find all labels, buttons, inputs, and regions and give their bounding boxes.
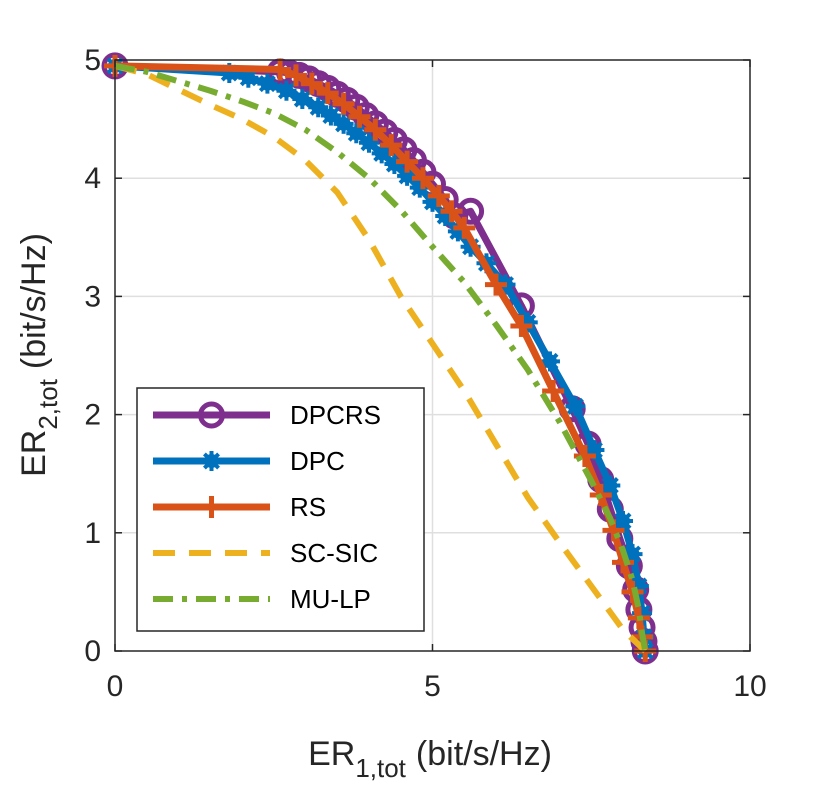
legend-marker-dpc-ray	[203, 452, 220, 470]
legend-entry-dpc: DPC	[153, 446, 345, 476]
data-point-dpc-ray	[277, 82, 295, 100]
legend-label-sc-sic: SC-SIC	[290, 538, 378, 568]
data-point-dpc-ray	[335, 115, 353, 133]
ticks: 0 5 10 0 1 2 3 4 5	[84, 44, 766, 703]
data-point-dpc-ray	[566, 397, 584, 415]
data-point-dpc	[539, 351, 560, 372]
data-point-rs	[380, 134, 403, 157]
data-point-dpc-ray	[239, 69, 257, 87]
legend-label-rs: RS	[290, 492, 326, 522]
data-point-dpc-ray	[322, 107, 340, 125]
series-line-mu-lp	[114, 62, 649, 652]
data-point-rs	[364, 118, 387, 141]
legend-entry-sc-sic: SC-SIC	[153, 538, 378, 568]
data-point-dpc-ray	[601, 477, 619, 495]
series-rs	[104, 54, 657, 662]
data-point-dpc-ray	[541, 352, 559, 370]
series-layer	[101, 52, 659, 665]
legend-marker-dpc	[201, 451, 222, 471]
data-point-rs	[440, 200, 463, 223]
data-point-rs	[348, 105, 371, 128]
grid	[115, 60, 750, 651]
data-point-dpc-ray	[373, 144, 391, 162]
legend-entry-mu-lp: MU-LP	[153, 584, 371, 614]
data-point-dpc	[613, 510, 633, 531]
data-point-dpc	[320, 105, 341, 126]
y-tick-label: 5	[84, 44, 101, 77]
x-axis-label-subscript: 1,tot	[355, 753, 406, 783]
y-axis-label-subscript: 2,tot	[33, 378, 63, 429]
data-point-dpc	[308, 97, 329, 118]
legend-entry-dpcrs: DPCRS	[153, 400, 381, 430]
data-point-rs	[427, 184, 450, 207]
data-point-rs	[485, 273, 507, 296]
legend-entry-rs: RS	[153, 492, 326, 522]
legend-marker-dpcrs	[198, 401, 225, 429]
legend-label-dpcrs: DPCRS	[290, 400, 381, 430]
x-tick-label: 5	[424, 670, 441, 703]
data-point-rs	[300, 72, 323, 95]
data-point-dpc	[600, 475, 621, 496]
data-point-dpc-ray	[614, 512, 632, 530]
y-tick-label: 2	[84, 399, 101, 432]
y-tick-label: 4	[84, 162, 101, 195]
data-point-dpc	[333, 113, 354, 134]
x-axis-label-main: ER	[308, 735, 355, 773]
data-point-dpc-ray	[347, 124, 365, 142]
data-point-dpc	[565, 396, 586, 417]
data-point-rs	[411, 167, 434, 190]
legend-marker-rs	[200, 496, 223, 518]
x-tick-label: 10	[733, 670, 766, 703]
legend-label-dpc: DPC	[290, 446, 345, 476]
data-point-rs	[510, 314, 533, 337]
y-tick-label: 3	[84, 280, 101, 313]
y-tick-label: 1	[84, 517, 101, 550]
data-point-rs	[269, 58, 292, 81]
data-point-dpc	[276, 80, 297, 101]
data-point-rs	[542, 379, 565, 402]
data-point-dpc	[257, 73, 278, 94]
data-point-dpc	[292, 89, 313, 110]
data-point-rs	[396, 150, 419, 173]
y-axis-label-main: ER	[15, 430, 53, 477]
data-point-rs	[316, 82, 339, 105]
data-point-dpc	[346, 123, 367, 144]
y-tick-label: 0	[84, 635, 101, 668]
x-axis-label: ER1,tot (bit/s/Hz)	[308, 735, 552, 783]
y-axis-label: ER2,tot (bit/s/Hz)	[15, 233, 63, 477]
data-point-rs	[332, 92, 355, 115]
x-axis-label-unit: (bit/s/Hz)	[416, 735, 552, 773]
data-point-dpc-ray	[258, 75, 276, 93]
data-point-rs	[453, 216, 476, 239]
data-point-dpc-ray	[309, 98, 327, 116]
data-point-rs	[573, 444, 596, 467]
data-point-rs	[284, 64, 307, 87]
legend-label-mu-lp: MU-LP	[290, 584, 371, 614]
data-point-dpc-ray	[293, 90, 311, 108]
x-tick-label: 0	[107, 670, 124, 703]
series-mu-lp	[114, 62, 649, 652]
y-axis-label-unit: (bit/s/Hz)	[15, 233, 53, 369]
